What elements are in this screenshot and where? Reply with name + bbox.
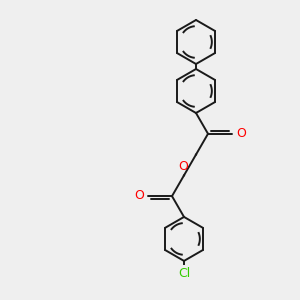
Text: O: O: [236, 127, 246, 140]
Text: O: O: [178, 160, 188, 173]
Text: O: O: [134, 189, 144, 202]
Text: Cl: Cl: [178, 267, 190, 280]
